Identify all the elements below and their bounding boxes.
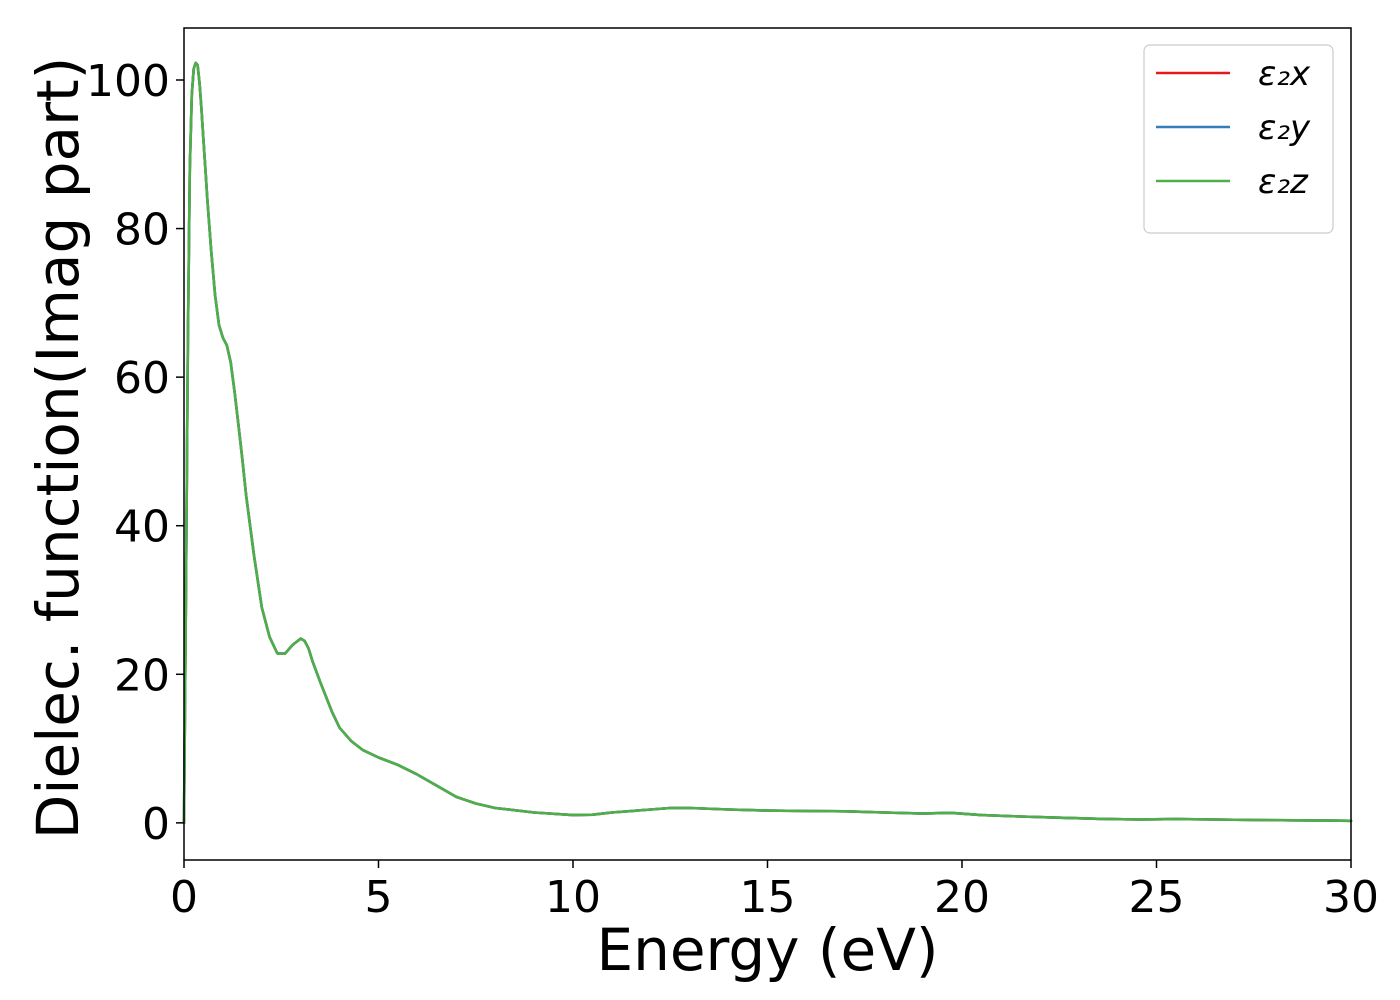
y-tick-label: 100 xyxy=(86,56,170,107)
legend-box xyxy=(1143,44,1334,234)
x-axis-title: Energy (eV) xyxy=(596,916,938,984)
y-tick-label: 80 xyxy=(114,205,170,256)
y-axis-title: Dielec. function(Imag part) xyxy=(24,57,92,840)
series-line-2 xyxy=(182,61,1353,825)
y-tick-label: 40 xyxy=(114,502,170,553)
y-tick-label: 20 xyxy=(114,650,170,701)
legend: ε₂x ε₂y ε₂z xyxy=(1143,44,1334,234)
y-tick-label: 60 xyxy=(114,353,170,404)
series-layer xyxy=(182,61,1353,825)
y-tick-label: 0 xyxy=(142,799,170,850)
y-axis: 0 20 40 60 80 100 xyxy=(86,56,184,850)
x-tick-label: 0 xyxy=(170,872,198,923)
legend-label-2: ε₂z xyxy=(1258,162,1309,202)
legend-label-0: ε₂x xyxy=(1258,54,1311,94)
x-tick-label: 20 xyxy=(934,872,990,923)
x-tick-label: 25 xyxy=(1129,872,1185,923)
x-tick-label: 30 xyxy=(1323,872,1379,923)
x-tick-label: 5 xyxy=(365,872,393,923)
x-tick-label: 10 xyxy=(545,872,601,923)
x-tick-label: 15 xyxy=(740,872,796,923)
x-axis: 0 5 10 15 20 25 30 xyxy=(170,860,1379,923)
legend-label-1: ε₂y xyxy=(1258,108,1311,148)
